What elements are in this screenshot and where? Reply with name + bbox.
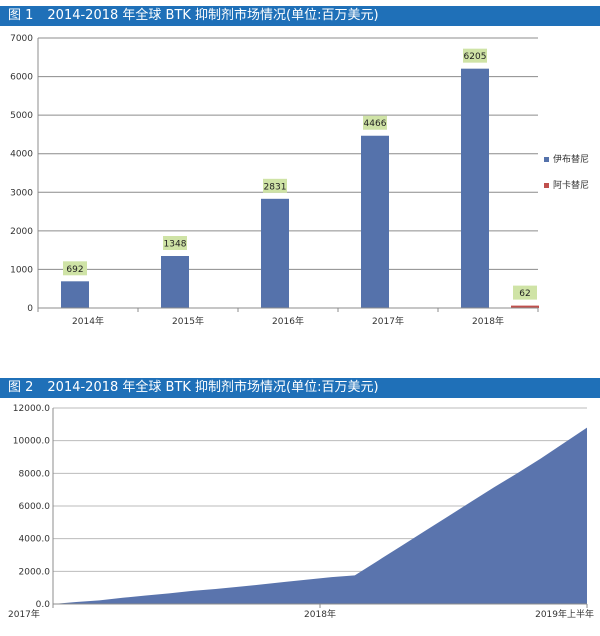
figure1-title: 2014-2018 年全球 BTK 抑制剂市场情况(单位:百万美元) (47, 8, 379, 23)
x-tick-label: 2018年 (472, 315, 504, 327)
data-label: 6205 (464, 52, 487, 62)
data-label-box (463, 48, 487, 63)
bar-chart-x-axis: 2014年 2015年 2016年 2017年 2018年 (37, 307, 539, 327)
data-label-box (63, 261, 87, 276)
data-label: 4466 (364, 119, 387, 129)
area-chart-y-axis: 0.0 2000.0 4000.0 6000.0 8000.0 10000.0 12000.… (13, 404, 54, 610)
bar-ibrutinib-2016 (261, 198, 289, 308)
figure2-title: 2014-2018 年全球 BTK 抑制剂市场情况(单位:百万美元) (47, 380, 379, 395)
data-label-box (513, 285, 537, 300)
x-tick-label: 2017年 (372, 315, 404, 327)
y-tick-label: 1000 (10, 265, 33, 275)
area-chart-x-axis: 2017年 2018年 2019年上半年 (8, 603, 594, 620)
bar-ibrutinib-2014 (61, 281, 89, 308)
y-tick-label: 4000.0 (19, 535, 51, 545)
y-tick-label: 3000 (10, 188, 33, 198)
bar-chart-y-axis: 0 1000 2000 3000 4000 5000 6000 7000 (10, 34, 39, 314)
figure2-number: 图 2 (8, 380, 34, 395)
y-tick-label: 2000.0 (19, 567, 51, 577)
bar-ibrutinib-2018 (461, 68, 489, 308)
bar-ibrutinib-2017 (361, 135, 389, 308)
bar-chart-data-labels: 692 1348 2831 4466 6205 62 (63, 48, 537, 300)
area-chart-area (53, 427, 587, 604)
figure1-number: 图 1 (8, 8, 34, 23)
data-label-box (163, 236, 187, 251)
y-tick-label: 4000 (10, 150, 33, 160)
data-label: 62 (519, 289, 530, 299)
x-tick-label: 2014年 (72, 315, 104, 327)
x-tick-label: 2016年 (272, 315, 304, 327)
y-tick-label: 0.0 (36, 600, 51, 610)
legend-swatch (544, 183, 549, 188)
legend-swatch (544, 157, 549, 162)
y-tick-label: 10000.0 (13, 437, 50, 447)
data-label: 2831 (264, 182, 287, 192)
y-tick-label: 7000 (10, 34, 33, 44)
area-series (53, 427, 587, 604)
data-label-box (363, 115, 387, 130)
x-tick-label: 2018年 (304, 608, 336, 620)
legend-label: 伊布替尼 (553, 153, 589, 165)
y-tick-label: 12000.0 (13, 404, 50, 414)
data-label: 692 (66, 265, 83, 275)
data-label: 1348 (164, 240, 187, 250)
y-tick-label: 5000 (10, 111, 33, 121)
legend-label: 阿卡替尼 (553, 179, 589, 191)
x-tick-label: 2015年 (172, 315, 204, 327)
bar-ibrutinib-2015 (161, 256, 189, 308)
x-tick-label: 2017年 (8, 608, 40, 620)
y-tick-label: 2000 (10, 227, 33, 237)
area-chart: 0.0 2000.0 4000.0 6000.0 8000.0 10000.0 12000.… (8, 404, 594, 620)
y-tick-label: 8000.0 (19, 469, 51, 479)
figure1-header: 图 1 2014-2018 年全球 BTK 抑制剂市场情况(单位:百万美元) (0, 6, 600, 26)
bar-chart-bars (61, 68, 539, 308)
figure2-header: 图 2 2014-2018 年全球 BTK 抑制剂市场情况(单位:百万美元) (0, 378, 600, 398)
data-label-box (263, 178, 287, 193)
bar-acalabrutinib-2018 (511, 305, 539, 308)
y-tick-label: 6000 (10, 73, 33, 83)
y-tick-label: 6000.0 (19, 502, 51, 512)
bar-chart: 0 1000 2000 3000 4000 5000 6000 7000 692 1348 283… (10, 34, 589, 327)
y-tick-label: 0 (27, 304, 33, 314)
x-tick-label: 2019年上半年 (535, 608, 594, 620)
